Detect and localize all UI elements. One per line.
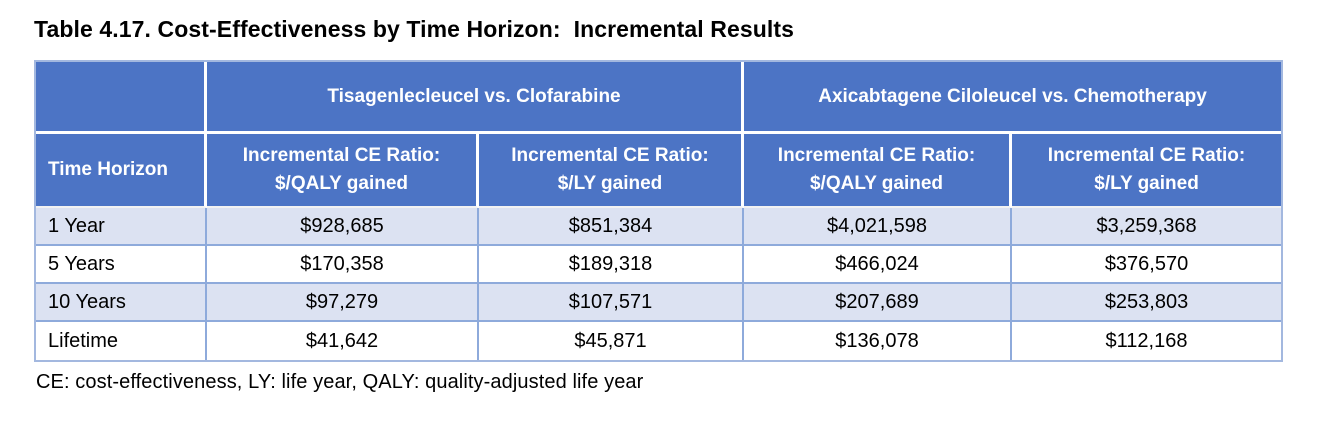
value-cell: $376,570 [1012,246,1282,284]
table-row-5-years: 5 Years $170,358 $189,318 $466,024 $376,… [36,246,1282,284]
value-cell: $928,685 [207,208,479,246]
table-caption: Table 4.17. Cost-Effectiveness by Time H… [34,16,795,42]
column-header-tisa-ly: Incremental CE Ratio: $/LY gained [479,134,745,208]
value-cell: $107,571 [479,284,745,322]
value-cell: $851,384 [479,208,745,246]
table-row-1-year: 1 Year $928,685 $851,384 $4,021,598 $3,2… [36,208,1282,246]
row-label-cell: Lifetime [36,322,207,360]
value-cell: $112,168 [1012,322,1282,360]
value-cell: $189,318 [479,246,745,284]
row-label-cell: 5 Years [36,246,207,284]
group-header-axicabtagene: Axicabtagene Ciloleucel vs. Chemotherapy [744,62,1282,134]
cost-effectiveness-table: Tisagenlecleucel vs. Clofarabine Axicabt… [34,60,1284,362]
column-header-row: Time Horizon Incremental CE Ratio: $/QAL… [36,134,1282,208]
value-cell: $466,024 [744,246,1013,284]
column-header-tisa-qaly: Incremental CE Ratio: $/QALY gained [207,134,479,208]
column-header-time-horizon: Time Horizon [36,134,207,208]
group-header-tisagenlecleucel: Tisagenlecleucel vs. Clofarabine [207,62,745,134]
row-label-cell: 10 Years [36,284,207,322]
row-label-cell: 1 Year [36,208,207,246]
value-cell: $4,021,598 [744,208,1013,246]
value-cell: $45,871 [479,322,745,360]
table-row-lifetime: Lifetime $41,642 $45,871 $136,078 $112,1… [36,322,1282,360]
value-cell: $97,279 [207,284,479,322]
value-cell: $41,642 [207,322,479,360]
table-body: 1 Year $928,685 $851,384 $4,021,598 $3,2… [36,208,1282,360]
value-cell: $170,358 [207,246,479,284]
value-cell: $253,803 [1012,284,1282,322]
value-cell: $136,078 [744,322,1013,360]
table-footnote: CE: cost-effectiveness, LY: life year, Q… [36,371,644,393]
corner-cell [36,62,207,134]
group-header-row: Tisagenlecleucel vs. Clofarabine Axicabt… [36,62,1282,134]
column-header-axi-qaly: Incremental CE Ratio: $/QALY gained [744,134,1013,208]
table-header: Tisagenlecleucel vs. Clofarabine Axicabt… [36,62,1282,208]
table-row-10-years: 10 Years $97,279 $107,571 $207,689 $253,… [36,284,1282,322]
value-cell: $3,259,368 [1012,208,1282,246]
column-header-axi-ly: Incremental CE Ratio: $/LY gained [1012,134,1282,208]
value-cell: $207,689 [744,284,1013,322]
